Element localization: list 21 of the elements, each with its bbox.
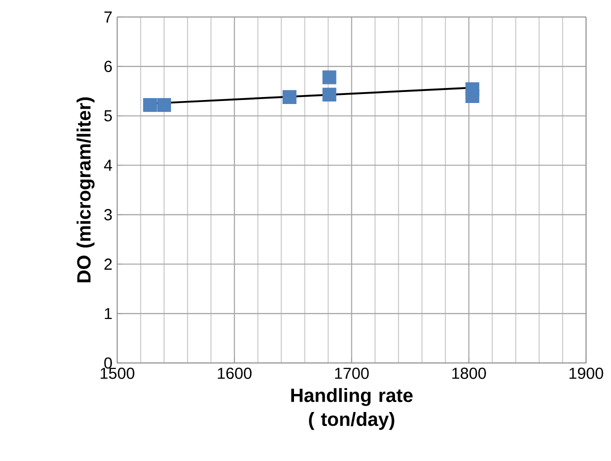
x-tick-label: 1700	[335, 368, 369, 379]
y-tick-label: 7	[104, 11, 112, 22]
point	[322, 88, 336, 102]
point	[322, 70, 336, 84]
point	[282, 90, 296, 104]
x-tick-label: 1500	[100, 368, 134, 379]
y-axis-title: DO (microgram/liter)	[76, 97, 95, 282]
y-tick-label: 4	[104, 160, 112, 171]
point	[143, 98, 157, 112]
point	[157, 98, 172, 112]
point	[465, 82, 480, 96]
x-tick-label: 1800	[452, 368, 486, 379]
x-axis-title: Handling rate ( ton/day)	[291, 388, 413, 430]
x-tick-label: 1900	[570, 368, 604, 379]
y-tick-label: 5	[104, 110, 112, 122]
y-tick-label: 0	[104, 357, 112, 368]
y-tick-label: 1	[104, 308, 112, 319]
x-tick-label: 1600	[218, 368, 252, 379]
y-tick-label: 6	[104, 60, 112, 72]
y-tick-label: 3	[104, 208, 112, 220]
y-tick-label: 2	[104, 258, 112, 270]
